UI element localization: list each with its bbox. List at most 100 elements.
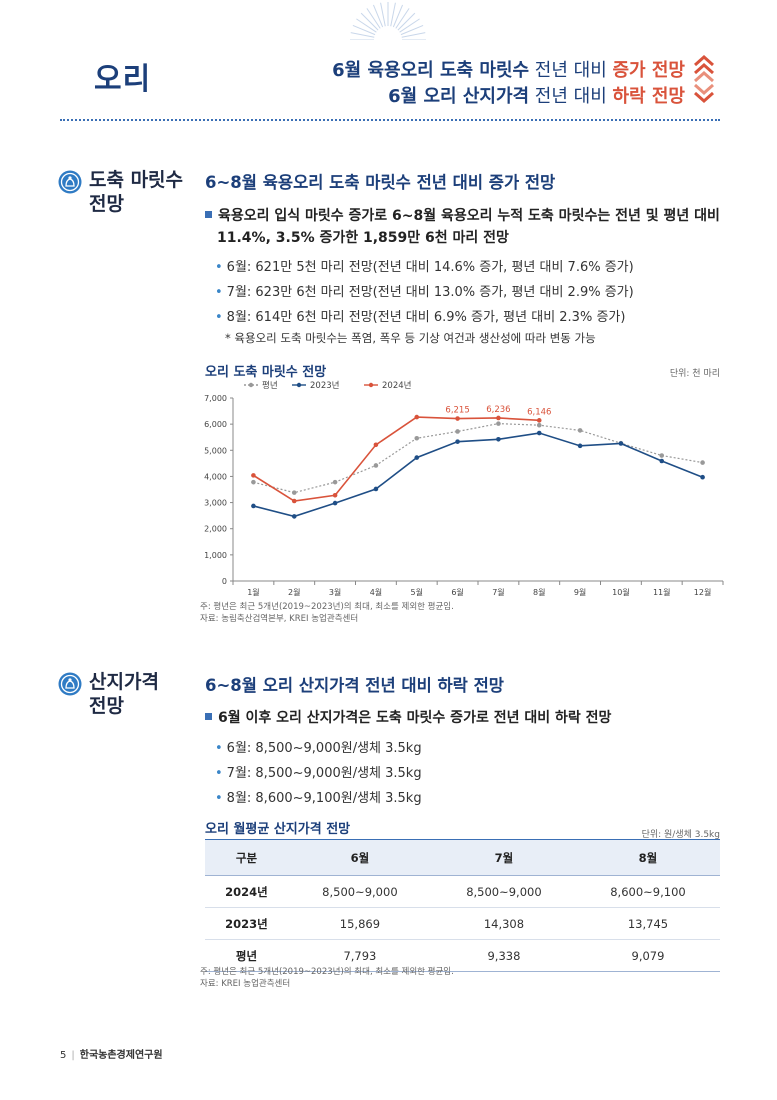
section-title-slaughter: 6~8월 육용오리 도축 마릿수 전년 대비 증가 전망: [205, 173, 556, 192]
data-point: [577, 443, 583, 449]
data-point: [659, 458, 665, 464]
data-point: [496, 421, 501, 426]
x-tick-label: 1월: [247, 587, 259, 597]
x-tick-label: 7월: [492, 587, 504, 597]
legend-label: 2024년: [382, 380, 411, 391]
x-tick-label: 5월: [411, 587, 423, 597]
table-header-row: 구분 6월 7월 8월: [205, 839, 720, 876]
sub-point: • 8월: 614만 6천 마리 전망(전년 대비 6.9% 증가, 평년 대비 …: [215, 306, 625, 325]
x-tick-label: 2월: [288, 587, 300, 597]
data-point: [700, 460, 705, 465]
x-tick-label: 10월: [612, 587, 630, 597]
sub-point-text: 6월: 621만 5천 마리 전망(전년 대비 14.6% 증가, 평년 대비 …: [226, 260, 634, 275]
legend-label: 평년: [262, 380, 278, 391]
sub-point: • 6월: 621만 5천 마리 전망(전년 대비 14.6% 증가, 평년 대비…: [215, 256, 634, 275]
headline-slaughter-compare: 전년 대비: [529, 60, 613, 81]
series-line: [253, 432, 703, 518]
sub-point: • 6월: 8,500~9,000원/생체 3.5kg: [215, 737, 422, 756]
main-point-line: 육용오리 입식 마릿수 증가로 6~8월 육용오리 누적 도축 마릿수는 전년 …: [218, 208, 720, 224]
dot-bullet-icon: •: [215, 741, 223, 756]
main-point-price: 6월 이후 오리 산지가격은 도축 마릿수 증가로 전년 대비 하락 전망: [205, 707, 611, 729]
headline-price: 6월 오리 산지가격 전년 대비 하락 전망: [388, 82, 685, 108]
data-point: [536, 430, 542, 436]
y-tick-label: 0: [222, 577, 227, 586]
table-cell: 8,500~9,000: [287, 875, 432, 908]
sunburst-ray: [401, 32, 426, 38]
data-point: [332, 492, 338, 498]
headline-slaughter-subject: 6월 육용오리 도축 마릿수: [332, 60, 530, 81]
data-label: 6,215: [445, 406, 469, 416]
table-cell: 9,338: [431, 939, 576, 972]
table-footnote-line: 주: 평년은 최근 5개년(2019~2023년)의 최대, 최소를 제외한 평…: [200, 967, 454, 977]
data-point: [251, 503, 256, 509]
y-tick-label: 4,000: [204, 472, 227, 481]
dot-bullet-icon: •: [215, 310, 223, 325]
table-cell: 9,079: [575, 939, 720, 972]
sub-point-text: 7월: 623만 6천 마리 전망(전년 대비 13.0% 증가, 평년 대비 …: [226, 285, 634, 300]
sub-point: • 7월: 8,500~9,000원/생체 3.5kg: [215, 762, 422, 781]
page-title: 오리: [94, 62, 152, 97]
headline-slaughter: 6월 육용오리 도축 마릿수 전년 대비 증가 전망: [332, 56, 685, 82]
dot-bullet-icon: •: [215, 285, 223, 300]
table-cell: 15,869: [287, 907, 432, 940]
table-row: 2023년 15,869 14,308 13,745: [205, 907, 720, 940]
square-bullet-icon: [205, 713, 212, 720]
chart-unit: 단위: 천 마리: [669, 369, 720, 379]
legend-marker: [296, 382, 302, 388]
duck-icon: [58, 170, 82, 194]
table-row: 평년 7,793 9,338 9,079: [205, 939, 720, 972]
sub-point-text: 8월: 614만 6천 마리 전망(전년 대비 6.9% 증가, 평년 대비 2…: [226, 310, 626, 325]
data-point: [332, 500, 338, 506]
data-label: 6,236: [486, 405, 510, 415]
section-label-line: 산지가격: [89, 671, 159, 693]
main-point-line: 11.4%, 3.5% 증가한 1,859만 6천 마리 전망: [217, 230, 509, 246]
duck-icon: [58, 672, 82, 696]
x-tick-label: 12월: [694, 587, 712, 597]
table-cell: 13,745: [575, 907, 720, 940]
section-label-price: 산지가격 전망: [89, 670, 159, 718]
legend-label: 2023년: [310, 380, 339, 391]
dot-bullet-icon: •: [215, 791, 223, 806]
sunburst-ray: [399, 18, 420, 33]
table-cell: 14,308: [431, 907, 576, 940]
sunburst-ray: [400, 24, 424, 36]
section-title-price: 6~8월 오리 산지가격 전년 대비 하락 전망: [205, 676, 504, 695]
sunburst-ray: [356, 18, 377, 33]
data-point: [496, 437, 501, 442]
slaughter-line-chart: 0 1,000 2,000 3,000 4,000 5,000 6,000 7,000 1월 2월…: [204, 380, 724, 597]
table-header-cell: 8월: [575, 839, 720, 876]
footer-separator: |: [71, 1050, 75, 1061]
data-point: [455, 429, 460, 434]
sunburst-ray: [366, 8, 381, 29]
series-line: [253, 423, 703, 494]
table-cell: 8,600~9,100: [575, 875, 720, 908]
data-point: [414, 414, 420, 420]
header-divider: [60, 119, 720, 121]
sunburst-ray: [390, 2, 396, 27]
sub-point: • 7월: 623만 6천 마리 전망(전년 대비 13.0% 증가, 평년 대비…: [215, 281, 634, 300]
page-number: 5: [60, 1050, 67, 1061]
legend-marker: [248, 382, 254, 388]
sunburst-decoration: [350, 2, 426, 40]
sunburst-ray: [350, 32, 375, 38]
data-point: [332, 479, 338, 485]
up-down-arrows-icon: [694, 55, 714, 104]
sunburst-ray: [397, 12, 416, 31]
data-point: [577, 428, 583, 433]
sunburst-ray: [395, 8, 410, 29]
table-row-label: 2024년: [205, 875, 288, 908]
table-source-line: 자료: KREI 농업관측센터: [200, 979, 291, 989]
sunburst-ray: [352, 24, 376, 36]
sunburst-ray: [380, 2, 386, 27]
data-label: 6,146: [527, 407, 551, 417]
section-label-line: 전망: [89, 695, 124, 717]
data-point: [618, 441, 624, 446]
table-unit: 단위: 원/생체 3.5kg: [641, 830, 720, 840]
data-point: [373, 463, 379, 468]
x-tick-label: 4월: [370, 587, 382, 597]
dot-bullet-icon: •: [215, 260, 223, 275]
table-row-label: 평년: [205, 939, 288, 972]
table-title: 오리 월평균 산지가격 전망: [205, 822, 351, 837]
headline-price-compare: 전년 대비: [529, 86, 613, 107]
x-tick-label: 8월: [533, 587, 545, 597]
